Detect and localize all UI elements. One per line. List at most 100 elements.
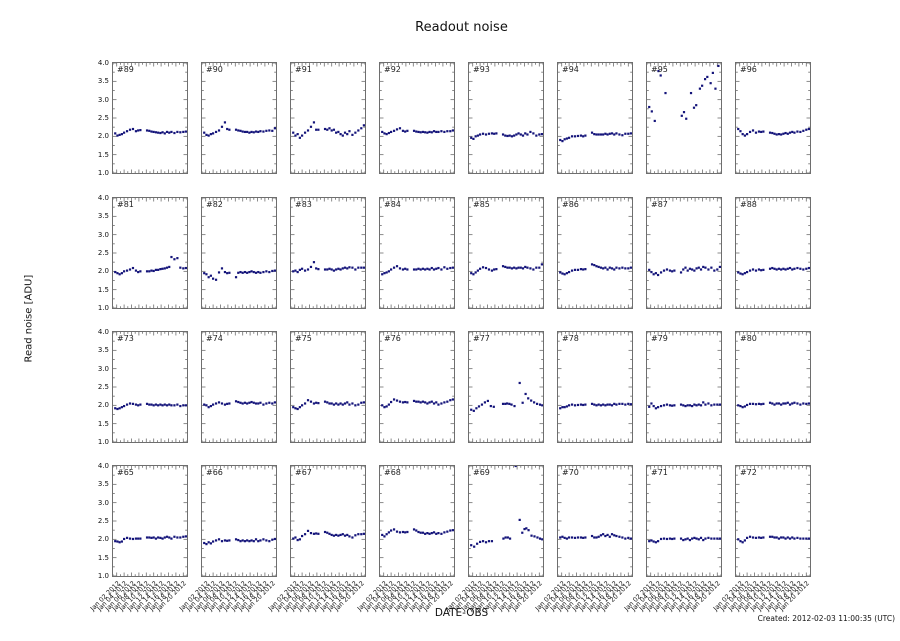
data-point	[707, 268, 710, 271]
data-point	[326, 128, 329, 131]
y-tick-label: 2.0	[97, 267, 109, 276]
data-point	[125, 269, 129, 272]
data-point	[665, 268, 669, 271]
data-point	[540, 133, 543, 136]
data-point	[328, 127, 331, 130]
data-point	[182, 404, 185, 407]
data-point	[686, 404, 689, 407]
data-point	[768, 535, 772, 538]
data-point	[395, 399, 399, 402]
data-point	[330, 268, 333, 271]
data-point	[385, 405, 388, 408]
data-point	[618, 402, 621, 405]
data-point	[573, 135, 577, 138]
data-point	[713, 269, 716, 272]
data-point	[252, 540, 255, 543]
subplot-91: #91	[290, 62, 366, 174]
data-point	[565, 272, 568, 275]
data-point	[404, 400, 407, 404]
subplot-axes	[736, 332, 810, 442]
data-point	[702, 265, 705, 269]
data-point	[209, 542, 212, 545]
data-point	[449, 266, 452, 270]
data-point	[487, 268, 491, 271]
data-point	[152, 269, 155, 273]
data-point	[710, 404, 713, 407]
subplot-label: #94	[562, 65, 579, 74]
data-point	[152, 536, 155, 539]
data-point	[214, 278, 218, 281]
data-point	[150, 130, 153, 133]
data-point	[741, 541, 744, 544]
data-point	[654, 541, 657, 544]
data-point	[351, 402, 354, 405]
data-point	[165, 266, 169, 269]
y-tick-label: 4.0	[97, 59, 109, 67]
data-point	[150, 269, 153, 272]
data-point	[688, 267, 692, 270]
data-point	[301, 134, 304, 137]
data-point	[668, 269, 672, 272]
data-point	[786, 401, 789, 404]
data-point	[131, 402, 135, 405]
data-point	[599, 133, 603, 136]
data-point	[532, 268, 535, 271]
data-point	[513, 404, 516, 408]
data-point	[748, 130, 752, 134]
data-point	[120, 133, 123, 136]
data-point	[618, 535, 621, 538]
data-point	[332, 269, 336, 272]
data-point	[294, 134, 297, 137]
data-point	[519, 133, 522, 136]
data-point	[791, 130, 794, 134]
data-point	[246, 402, 249, 405]
data-point	[615, 403, 618, 406]
subplot-96: #96	[735, 62, 811, 174]
data-point	[702, 401, 705, 404]
data-point	[152, 404, 155, 407]
data-point	[521, 401, 524, 404]
data-point	[421, 531, 425, 534]
data-point	[184, 266, 187, 270]
subplot-axes	[202, 63, 276, 173]
data-point	[648, 105, 651, 109]
subplot-68: #68	[379, 465, 455, 577]
data-point	[593, 536, 596, 539]
subplot-label: #77	[473, 334, 490, 343]
data-point	[398, 400, 402, 403]
data-point	[624, 537, 627, 540]
subplot-label: #72	[740, 468, 757, 477]
data-point	[157, 131, 160, 134]
data-point	[326, 531, 329, 534]
data-point	[207, 541, 210, 544]
data-point	[412, 399, 416, 403]
data-point	[170, 255, 173, 259]
data-point	[648, 540, 651, 543]
data-point	[341, 134, 344, 137]
data-point	[751, 536, 755, 539]
data-point	[128, 268, 132, 271]
data-point	[157, 268, 160, 271]
data-point	[737, 127, 740, 131]
data-point	[262, 538, 265, 541]
data-point	[348, 535, 351, 538]
data-point	[176, 536, 179, 539]
y-tick-label: 2.5	[97, 249, 109, 257]
data-point	[137, 404, 140, 407]
data-point	[780, 403, 783, 406]
data-point	[145, 270, 149, 273]
created-timestamp: Created: 2012-02-03 11:00:35 (UTC)	[757, 614, 895, 623]
data-point	[341, 267, 344, 270]
data-point	[150, 403, 153, 406]
data-point	[597, 535, 600, 538]
data-point	[565, 405, 568, 408]
data-point	[296, 270, 299, 274]
y-tick-label: 1.5	[97, 553, 109, 562]
data-point	[428, 130, 431, 134]
y-tick-label: 3.5	[97, 480, 109, 489]
data-point	[691, 268, 694, 271]
data-point	[116, 272, 119, 275]
data-point	[157, 404, 160, 407]
data-point	[254, 402, 258, 405]
subplot-86: #86	[557, 197, 633, 309]
